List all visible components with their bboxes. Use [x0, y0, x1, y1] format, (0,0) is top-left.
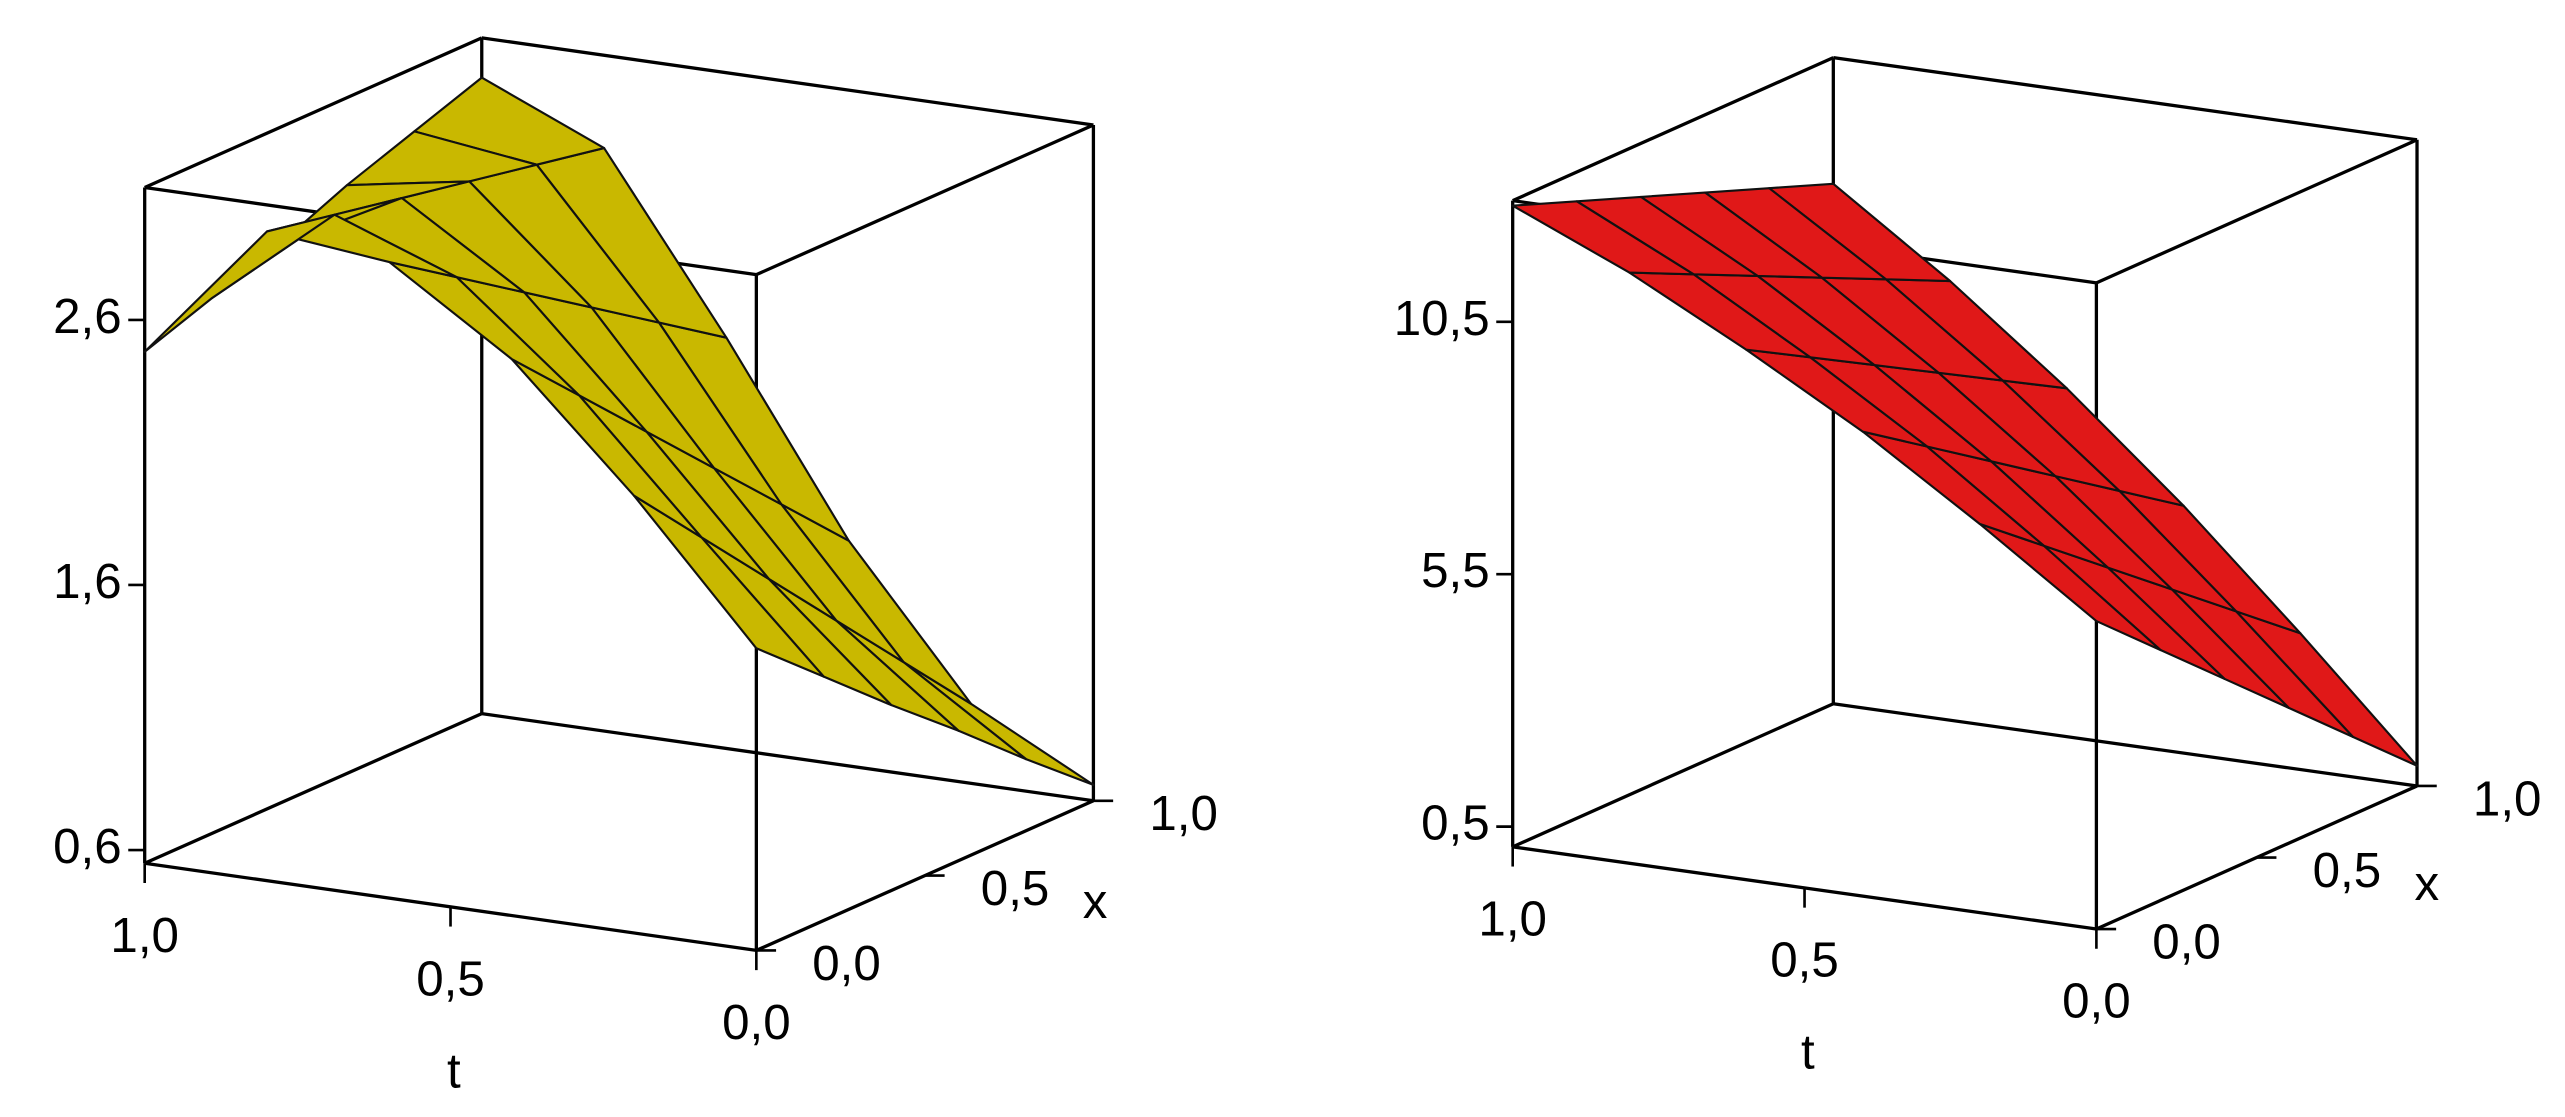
- x-axis-label: x: [2415, 856, 2440, 911]
- box-edge: [481, 36, 1094, 127]
- x-tick-label: 0,0: [2152, 915, 2221, 970]
- z-tick-label: 10,5: [1394, 291, 1490, 346]
- t-tick-label: 1,0: [1478, 891, 1547, 946]
- x-tick-label: 0,5: [2313, 843, 2382, 898]
- z-tick-label: 2,6: [53, 289, 122, 344]
- t-tick-label: 0,0: [722, 995, 791, 1050]
- z-tick-label: 5,5: [1421, 543, 1490, 598]
- z-tick-label: 0,6: [53, 819, 122, 874]
- box-edge: [1833, 55, 2418, 142]
- t-axis-label: t: [447, 1044, 461, 1099]
- surface-patch: [1511, 200, 1695, 276]
- t-axis-label: t: [1801, 1025, 1815, 1080]
- z-tick-label: 1,6: [53, 554, 122, 609]
- box-edge: [1833, 702, 2418, 788]
- box-edge: [144, 36, 483, 189]
- t-tick-label: 0,5: [416, 951, 485, 1006]
- t-tick-label: 0,0: [2062, 974, 2131, 1029]
- x-tick-label: 1,0: [1149, 786, 1218, 841]
- box-edge: [144, 712, 483, 865]
- x-axis-label: x: [1083, 874, 1108, 929]
- x-tick-label: 0,0: [812, 936, 881, 991]
- box-edge: [755, 123, 1095, 277]
- box-edge: [481, 712, 1094, 803]
- box-edge: [1512, 702, 1834, 849]
- x-tick-label: 1,0: [2473, 771, 2542, 826]
- z-tick-label: 0,5: [1421, 796, 1490, 851]
- surface-patch: [143, 213, 336, 353]
- t-tick-label: 1,0: [110, 908, 179, 963]
- t-tick-label: 0,5: [1770, 933, 1839, 988]
- box-edge: [1512, 56, 1834, 203]
- x-tick-label: 0,5: [981, 861, 1050, 916]
- box-edge: [2095, 138, 2418, 285]
